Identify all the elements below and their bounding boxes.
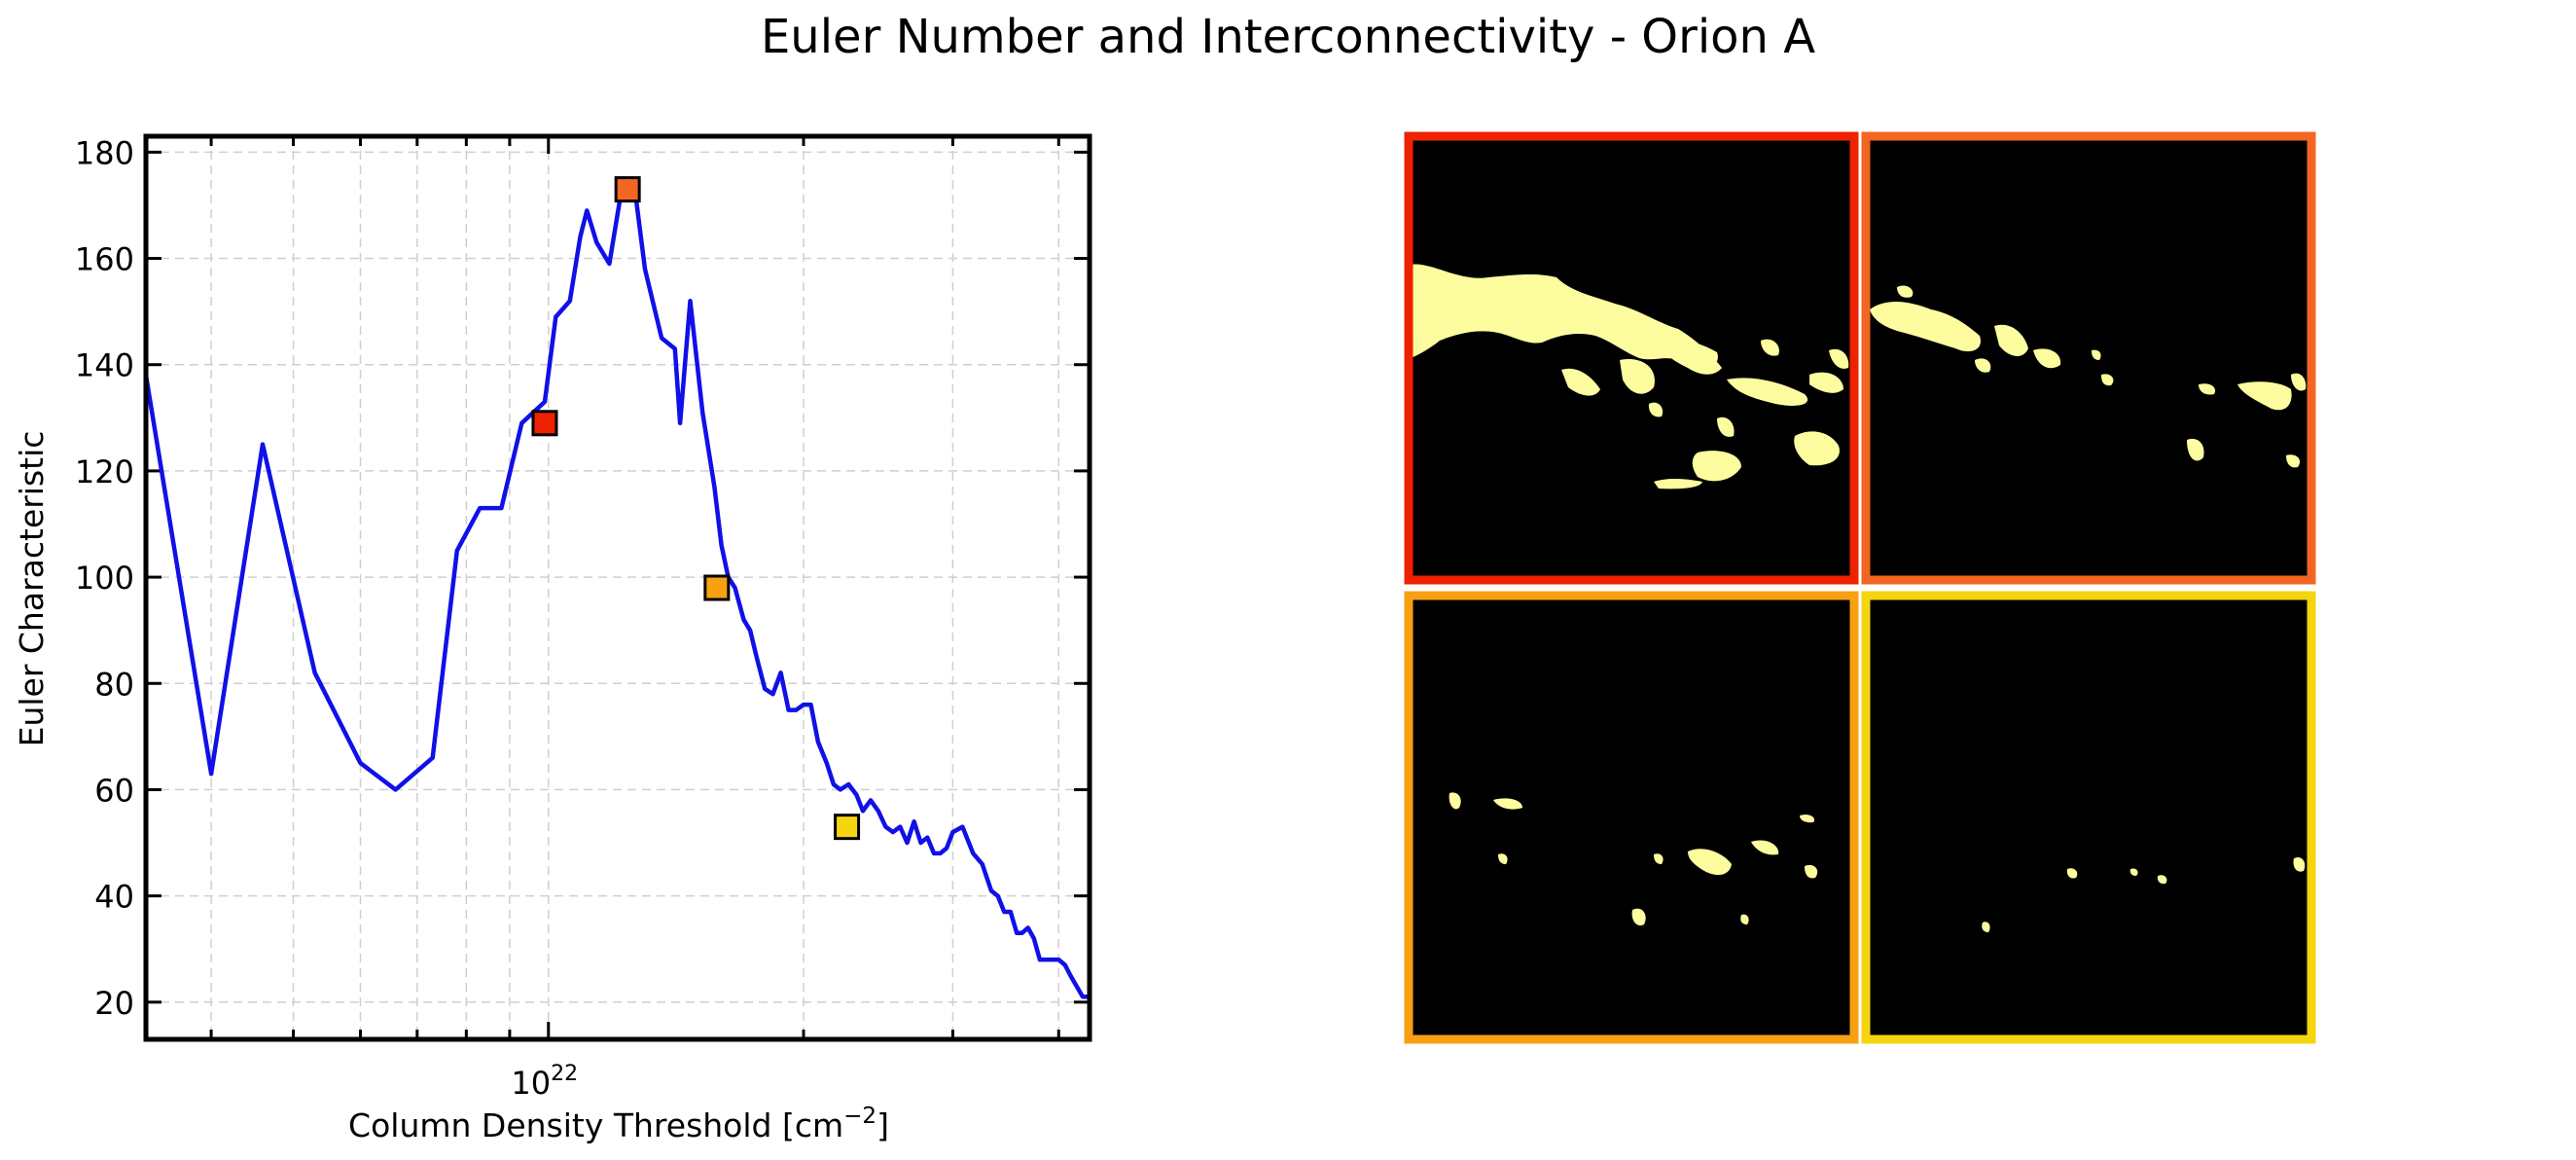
mask-panel-1 <box>1404 131 1859 585</box>
x-tick-label: 1022 <box>511 1062 578 1102</box>
mask-blobs <box>1982 856 2306 932</box>
y-tick-label: 60 <box>94 772 134 809</box>
mask-blobs <box>1411 264 1849 489</box>
x-axis-label: Column Density Threshold [cm−2] <box>348 1104 889 1144</box>
y-tick-label: 100 <box>75 560 134 597</box>
mask-panel-3 <box>1404 591 1859 1044</box>
y-axis-label: Euler Characteristic <box>13 431 51 747</box>
threshold-mask-panels <box>1404 131 2316 1044</box>
y-tick-label: 140 <box>75 347 134 384</box>
axis-ticks <box>146 136 1090 1039</box>
mask-panel-2 <box>1861 131 2316 585</box>
y-tick-label: 20 <box>94 985 134 1022</box>
y-tick-label: 160 <box>75 241 134 278</box>
grid <box>146 136 1090 1039</box>
y-tick-label: 40 <box>94 879 134 916</box>
mask-panel-4 <box>1861 591 2316 1044</box>
threshold-marker <box>834 814 861 841</box>
y-tick-label: 80 <box>94 666 134 703</box>
mask-blobs <box>1449 792 1818 925</box>
y-tick-label: 120 <box>75 453 134 490</box>
x-tick-label-base: 10 <box>511 1065 551 1102</box>
x-tick-label-exponent: 22 <box>551 1062 578 1086</box>
threshold-marker <box>703 574 731 601</box>
x-axis-label-main: Column Density Threshold [cm <box>348 1106 843 1144</box>
x-axis-label-exponent: −2 <box>843 1104 877 1129</box>
threshold-marker <box>531 410 558 437</box>
threshold-marker <box>614 176 641 203</box>
x-tick-label-major: 1022 <box>511 1062 578 1102</box>
y-tick-label: 180 <box>75 134 134 171</box>
euler-series-line <box>143 176 1092 999</box>
plot-frame <box>143 133 1092 1042</box>
threshold-markers <box>531 176 861 841</box>
x-axis-label-end: ] <box>877 1106 889 1144</box>
y-tick-labels: 20 40 60 80 100 120 140 160 180 <box>75 134 134 1021</box>
euler-line-chart: 20 40 60 80 100 120 140 160 180 1022 Column Dens… <box>13 133 1092 1144</box>
figure-title: Euler Number and Interconnectivity - Ori… <box>761 10 1815 64</box>
mask-blobs <box>1870 285 2307 468</box>
